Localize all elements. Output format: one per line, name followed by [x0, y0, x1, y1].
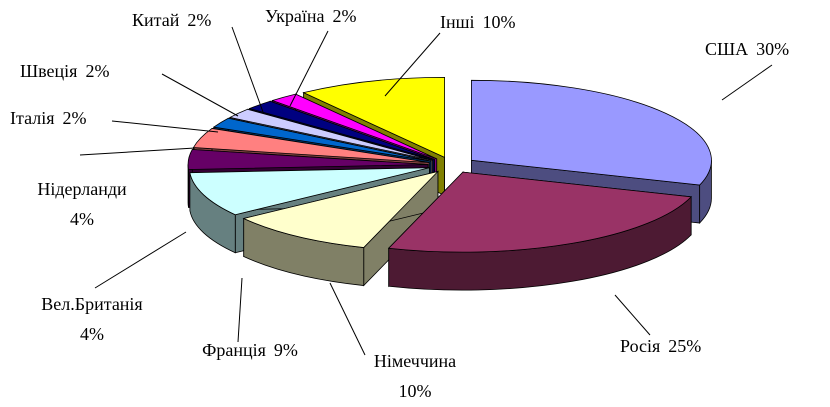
- slice: [212, 117, 432, 162]
- value-label: 2%: [333, 6, 357, 26]
- slice: [228, 108, 433, 161]
- category-label: Нідерланди: [37, 179, 127, 199]
- slice-group: [387, 171, 693, 291]
- data-label: Китай 2%: [132, 10, 211, 30]
- leader-line: [237, 277, 243, 343]
- data-label: Італія 2%: [10, 108, 87, 128]
- leader-line: [231, 26, 264, 113]
- leader-line: [614, 294, 651, 336]
- data-label: Нідерланди 4%: [37, 179, 127, 229]
- category-label: Італія: [10, 108, 55, 128]
- leader-line: [79, 147, 196, 156]
- data-label: Швеція 2%: [20, 61, 109, 81]
- category-label: Швеція: [20, 61, 77, 81]
- slice: [302, 76, 445, 159]
- slice: [189, 167, 430, 216]
- value-label: 4%: [80, 324, 104, 344]
- leader-line: [289, 30, 329, 107]
- slice: [387, 171, 693, 253]
- value-label: 10%: [483, 12, 516, 32]
- value-label: 25%: [668, 336, 701, 356]
- slice: [242, 170, 440, 248]
- leader-line: [721, 64, 773, 101]
- category-label: Вел.Британія: [41, 294, 142, 314]
- slice: [187, 149, 429, 170]
- slice: [192, 128, 430, 163]
- category-label: Китай: [132, 10, 180, 30]
- value-label: 4%: [70, 209, 94, 229]
- leader-line: [384, 32, 441, 97]
- data-label: Росія 25%: [620, 336, 701, 356]
- data-label: Німеччина 10%: [374, 351, 456, 401]
- slice-group: [242, 170, 440, 287]
- data-label: Інші 10%: [440, 12, 516, 32]
- category-label: США: [705, 39, 748, 59]
- slice: [248, 100, 435, 160]
- value-label: 30%: [756, 39, 789, 59]
- value-label: 2%: [187, 10, 211, 30]
- value-label: 10%: [399, 381, 432, 401]
- value-label: 9%: [274, 340, 298, 360]
- leader-line: [111, 120, 219, 133]
- leader-line: [329, 282, 366, 356]
- leader-line: [161, 73, 239, 117]
- category-label: Росія: [620, 336, 660, 356]
- category-label: Україна: [265, 6, 325, 26]
- data-label: Вел.Британія 4%: [41, 294, 142, 344]
- data-label: Україна 2%: [265, 6, 357, 26]
- data-label: США 30%: [705, 39, 789, 59]
- slice: [471, 79, 712, 186]
- value-label: 2%: [63, 108, 87, 128]
- leader-line: [94, 231, 187, 289]
- data-label: Франція 9%: [202, 340, 298, 360]
- category-label: Інші: [440, 12, 475, 32]
- category-label: Франція: [202, 340, 266, 360]
- value-label: 2%: [85, 61, 109, 81]
- category-label: Німеччина: [374, 351, 456, 371]
